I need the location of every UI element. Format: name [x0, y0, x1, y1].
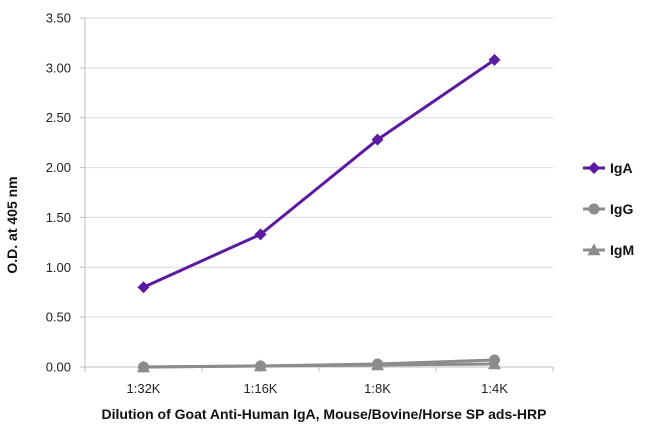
x-tick-label: 1:8K	[364, 381, 391, 396]
y-tick-label: 3.00	[46, 60, 71, 75]
y-tick-label: 0.00	[46, 360, 71, 375]
y-axis-title: O.D. at 405 nm	[4, 176, 20, 273]
y-tick-label: 3.50	[46, 11, 71, 26]
series	[137, 53, 501, 373]
y-tick-label: 1.50	[46, 210, 71, 225]
series-iga-line	[142, 58, 496, 289]
series-igg	[138, 354, 500, 373]
legend-igm-marker	[587, 243, 601, 256]
legend-iga-marker	[588, 162, 600, 174]
x-tick-label: 1:4K	[481, 381, 508, 396]
y-tick-label: 1.00	[46, 260, 71, 275]
y-tick-label: 2.50	[46, 110, 71, 125]
series-igg-marker	[372, 358, 383, 370]
legend-item-igg: IgG	[583, 201, 633, 217]
legend: IgA IgG IgM	[583, 160, 634, 258]
legend-label: IgA	[610, 160, 633, 176]
y-tick-label: 0.50	[46, 310, 71, 325]
x-tick-label: 1:16K	[244, 381, 278, 396]
series-iga	[137, 53, 501, 294]
series-iga-marker	[488, 53, 501, 66]
y-tick-label: 2.00	[46, 160, 71, 175]
series-igg-marker	[138, 361, 149, 373]
legend-label: IgG	[610, 201, 633, 217]
legend-item-iga: IgA	[583, 160, 633, 176]
series-igg-marker	[489, 354, 500, 366]
series-igg-marker	[255, 360, 266, 372]
axes	[80, 17, 554, 372]
series-iga-marker	[254, 228, 267, 241]
x-axis-title: Dilution of Goat Anti-Human IgA, Mouse/B…	[102, 406, 547, 422]
x-tick-labels: 1:32K 1:16K 1:8K 1:4K	[127, 381, 509, 396]
y-tick-labels: 0.00 0.50 1.00 1.50 2.00 2.50 3.00 3.50	[46, 11, 71, 375]
series-iga-marker	[371, 133, 384, 146]
x-tick-label: 1:32K	[127, 381, 161, 396]
legend-item-igm: IgM	[583, 242, 634, 258]
grid-lines	[85, 17, 553, 318]
legend-igg-marker	[588, 203, 600, 215]
series-igg-line	[143, 358, 495, 369]
legend-label: IgM	[610, 242, 634, 258]
series-iga-marker	[137, 281, 150, 294]
